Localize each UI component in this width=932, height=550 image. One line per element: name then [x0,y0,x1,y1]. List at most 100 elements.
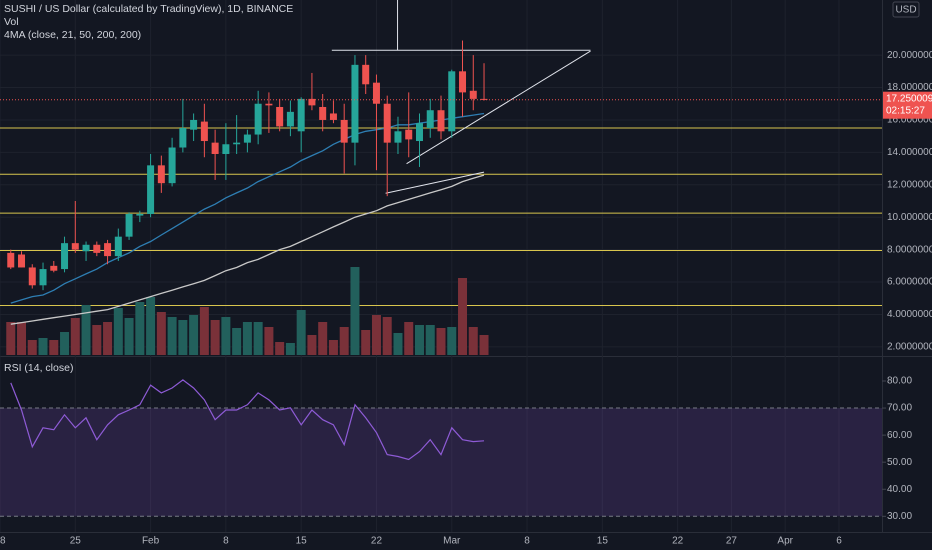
candle-body [405,129,413,140]
volume-bar [38,338,48,355]
ma-line [10,112,485,304]
candle-body [104,243,112,257]
volume-label: Vol [4,16,19,28]
candle-body [372,82,380,104]
candle-body [125,213,133,237]
volume-bar [221,317,231,355]
rsi-tick-label: 40.00 [887,484,912,495]
candle-body [415,123,423,142]
volume-bar [199,307,209,355]
x-tick-label: Apr [777,536,793,547]
volume-bar [425,325,435,355]
volume-bar [393,333,403,355]
volume-bar [318,322,328,355]
volume-bar [49,340,59,355]
candle-body [297,98,305,132]
volume-bar [60,332,70,355]
volume-bar [382,317,392,355]
volume-bar [285,343,295,355]
x-tick-label: 25 [70,536,82,547]
volume-bar [178,320,188,355]
candle-body [190,119,198,130]
volume-bar [156,312,166,355]
chart-title: SUSHI / US Dollar (calculated by Trading… [4,3,293,15]
volume-bar [361,330,371,355]
x-tick-label: 22 [371,536,383,547]
volume-bar [264,327,274,355]
volume-bar [232,328,242,355]
currency: USD [895,5,916,16]
volume-bar [328,340,338,355]
volume-bar [479,335,489,355]
x-tick-label: 27 [726,536,738,547]
candle-body [71,243,79,250]
plot-layer [0,0,882,461]
candle-body [383,103,391,143]
volume-bar [124,318,134,355]
volume-bar [70,318,80,355]
candle-body [308,98,316,106]
y-tick-label: 12.0000000 [887,179,932,190]
candle-body [459,71,467,93]
candle-body [157,165,165,184]
candle-body [286,111,294,127]
countdown-label: 02:15:27 [886,105,925,116]
last-price-box [883,91,932,119]
volume-bar [339,327,349,355]
candle-body [168,147,176,184]
volume-bar [167,317,177,355]
candle-body [469,90,477,99]
volume-bar [242,322,252,355]
candle-body [82,244,90,252]
y-tick-label: 6.0000000 [887,277,932,288]
volume-bar [307,335,317,355]
candle-body [222,144,230,154]
rsi-label: RSI (14, close) [4,362,73,374]
rsi-band [0,408,882,517]
candle-body [437,110,445,132]
drawing-line [385,171,485,194]
candle-body [200,121,208,142]
volume-bar [275,342,285,355]
candle-body [243,134,251,143]
rsi-tick-label: 30.00 [887,511,912,522]
candle-body [211,142,219,154]
x-tick-label: 6 [836,536,842,547]
candle-body [426,110,434,129]
candle-body [265,103,273,106]
candle-body [147,165,155,214]
candle-body [340,119,348,143]
volume-bar [146,297,156,355]
rsi-tick-label: 50.00 [887,457,912,468]
candle-body [276,106,284,127]
candle-body [362,64,370,85]
x-tick-label: 8 [524,536,530,547]
volume-bar [210,320,220,355]
volume-bar [17,322,27,355]
y-tick-label: 18.0000000 [887,82,932,93]
x-tick-label: 15 [597,536,609,547]
volume-bar [113,308,123,355]
candle-body [7,252,15,268]
volume-bar [253,322,263,355]
volume-bar [350,267,360,355]
ma-line [10,174,485,325]
volume-bar [414,325,424,355]
y-tick-label: 10.0000000 [887,212,932,223]
candle-body [233,142,241,145]
volume-bar [135,302,145,355]
volume-bar [189,315,199,355]
volume-bar [92,325,102,355]
volume-bar [27,340,37,355]
background-layer [0,0,886,532]
candle-body [319,106,327,120]
candle-body [179,128,187,148]
volume-bar [371,315,381,355]
volume-bar [103,322,113,355]
candle-body [50,265,58,271]
y-tick-label: 20.0000000 [887,50,932,61]
candle-body [28,267,36,286]
volume-bar [404,322,414,355]
candle-body [136,213,144,216]
